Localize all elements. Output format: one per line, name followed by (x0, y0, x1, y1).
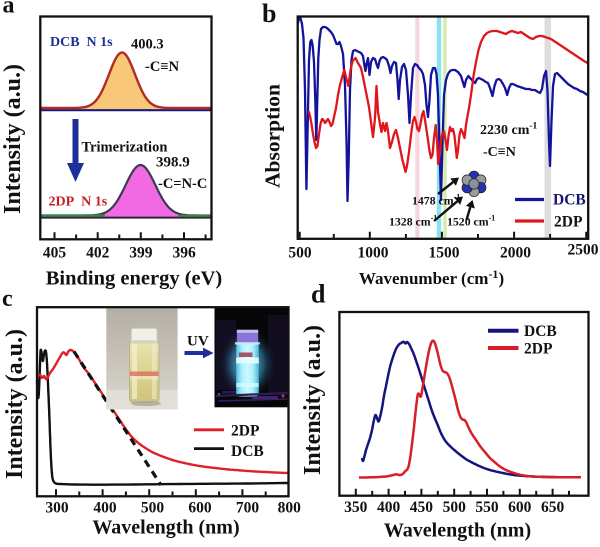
svg-text:550: 550 (475, 499, 499, 516)
svg-text:d: d (311, 280, 326, 309)
svg-text:2DP N 1s: 2DP N 1s (49, 195, 108, 210)
svg-text:402: 402 (86, 245, 110, 262)
svg-text:405: 405 (43, 245, 67, 262)
svg-text:399: 399 (129, 245, 153, 262)
svg-text:400.3: 400.3 (131, 37, 164, 53)
svg-text:2500: 2500 (568, 242, 599, 259)
svg-text:DCB N 1s: DCB N 1s (50, 35, 113, 50)
svg-text:600: 600 (508, 499, 532, 516)
svg-text:Trimerization: Trimerization (82, 140, 168, 156)
svg-text:398.9: 398.9 (156, 155, 190, 171)
svg-text:Wavenumber (cm-1): Wavenumber (cm-1) (359, 267, 504, 288)
svg-text:DCB: DCB (231, 443, 264, 460)
svg-text:700: 700 (236, 500, 260, 517)
svg-text:500: 500 (443, 499, 467, 516)
svg-text:Absorption: Absorption (261, 84, 285, 188)
svg-text:396: 396 (172, 245, 196, 262)
svg-text:350: 350 (344, 499, 368, 516)
svg-text:Intensity (a.u.): Intensity (a.u.) (300, 325, 326, 475)
svg-text:1478 cm-1: 1478 cm-1 (412, 193, 460, 208)
svg-text:-C≡N: -C≡N (483, 145, 516, 160)
svg-text:Intensity (a.u.): Intensity (a.u.) (2, 329, 28, 479)
svg-text:UV: UV (187, 334, 209, 350)
svg-text:400: 400 (93, 500, 117, 517)
svg-text:500: 500 (141, 500, 165, 517)
svg-text:Wavelength (nm): Wavelength (nm) (384, 520, 531, 542)
svg-text:450: 450 (410, 499, 434, 516)
svg-text:1000: 1000 (358, 245, 389, 262)
svg-text:2230 cm-1: 2230 cm-1 (480, 122, 538, 139)
svg-text:650: 650 (541, 499, 565, 516)
svg-text:2000: 2000 (500, 245, 531, 262)
svg-text:1328 cm-1: 1328 cm-1 (389, 214, 437, 229)
svg-text:2DP: 2DP (554, 214, 583, 231)
svg-text:300: 300 (45, 500, 69, 517)
svg-text:2DP: 2DP (231, 423, 260, 440)
svg-text:800: 800 (278, 500, 302, 517)
svg-text:-C=N-C: -C=N-C (158, 176, 207, 192)
svg-text:DCB: DCB (524, 323, 557, 340)
svg-text:500: 500 (288, 245, 312, 262)
svg-text:Wavelength (nm): Wavelength (nm) (92, 517, 239, 539)
svg-text:Binding energy (eV): Binding energy (eV) (46, 268, 223, 290)
svg-text:2DP: 2DP (524, 341, 553, 358)
svg-text:1500: 1500 (429, 245, 460, 262)
svg-text:-C≡N: -C≡N (145, 59, 180, 75)
svg-text:b: b (262, 0, 276, 28)
svg-text:600: 600 (188, 500, 212, 517)
svg-text:400: 400 (377, 499, 401, 516)
svg-text:1520 cm-1: 1520 cm-1 (447, 214, 495, 229)
svg-text:Intensity (a.u.): Intensity (a.u.) (0, 64, 26, 214)
svg-text:c: c (2, 286, 13, 312)
svg-text:DCB: DCB (553, 192, 586, 209)
svg-text:a: a (3, 0, 15, 19)
